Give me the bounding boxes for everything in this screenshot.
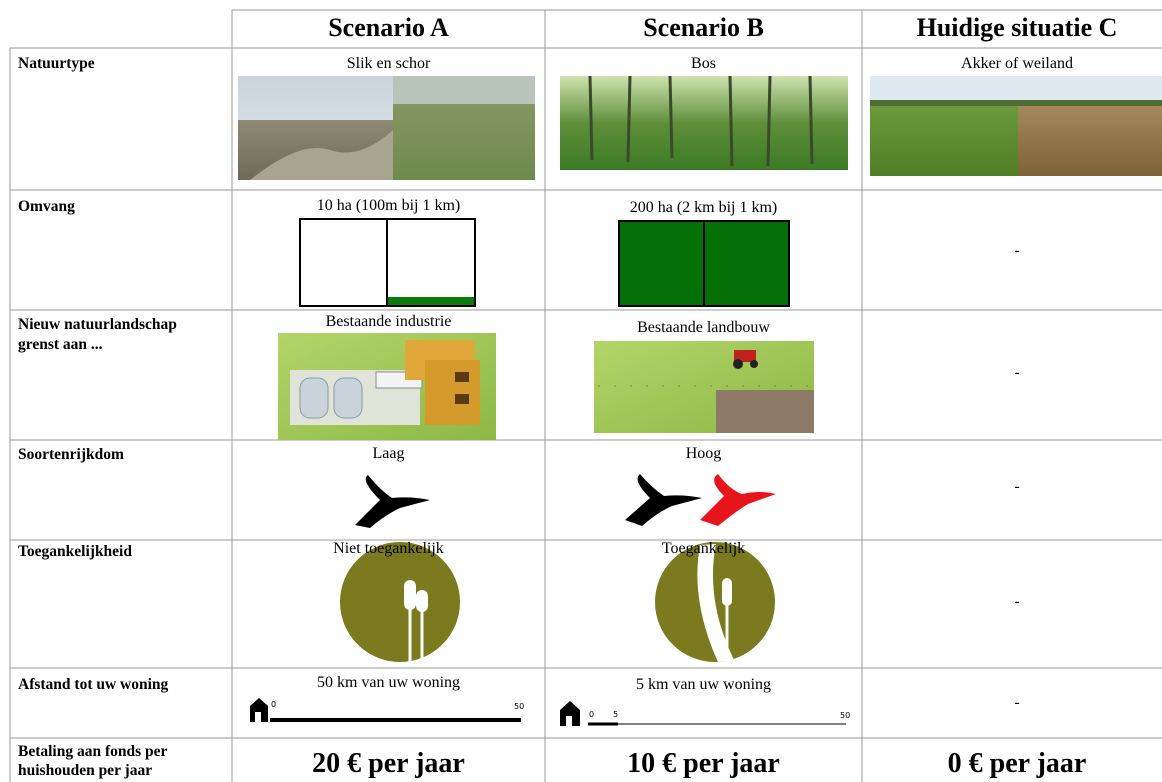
photo-akker-of-weiland-part — [870, 104, 1018, 176]
distance-scale-b-part — [566, 716, 572, 726]
scale-tick-label: 5 — [613, 710, 619, 719]
payment: 20 € per jaar — [312, 748, 465, 779]
column-header: Huidige situatie C — [916, 13, 1118, 42]
illustration-industrie-part — [425, 360, 480, 425]
photo-akker-of-weiland-part — [870, 100, 1162, 106]
cell-caption: Bos — [691, 55, 716, 72]
photo-slik-en-schor-part — [250, 130, 393, 180]
row-label: Afstand tot uw woning — [18, 676, 169, 693]
illustration-industrie-part — [455, 394, 469, 404]
cell-dash: - — [1014, 593, 1020, 610]
photo-akker-of-weiland-part — [1018, 104, 1162, 176]
cell-caption: 10 ha (100m bij 1 km) — [316, 197, 461, 214]
photo-bos-part-part — [766, 75, 772, 167]
cell-caption: 5 km van uw woning — [635, 676, 772, 693]
illustration-industrie — [278, 333, 496, 440]
column-header: Scenario B — [643, 13, 764, 42]
scale-tick-label: 0 — [271, 700, 277, 709]
illustration-landbouw-part — [733, 359, 743, 369]
photo-akker-of-weiland — [870, 76, 1162, 176]
photo-slik-en-schor-part — [393, 76, 535, 104]
column-header: Scenario A — [328, 13, 449, 42]
distance-scale-a-part — [255, 712, 261, 722]
cell-caption: Toegankelijk — [661, 540, 746, 557]
cell-caption: Akker of weiland — [961, 55, 1073, 72]
cell-dash: - — [1014, 694, 1020, 711]
cell-caption: Niet toegankelijk — [333, 540, 444, 557]
illustration-landbouw — [594, 341, 814, 433]
bird-icon-a — [355, 475, 430, 528]
access-icon-b — [655, 542, 775, 662]
cell-caption: Hoog — [685, 445, 722, 462]
illustration-industrie-part — [333, 377, 363, 419]
access-icon-a — [340, 542, 460, 662]
access-icon-b-part — [697, 544, 734, 662]
photo-bos-part-part — [668, 75, 674, 159]
illustration-landbouw-part — [716, 390, 814, 433]
row-label: Nieuw natuurlandschap grenst aan ... — [18, 316, 177, 353]
grid-lines — [9, 9, 1162, 782]
row-label: Natuurtype — [18, 55, 95, 72]
distance-scale-a-part — [250, 698, 268, 722]
bird-icons-b — [625, 474, 776, 526]
photo-slik-en-schor — [238, 76, 535, 180]
cell-dash: - — [1014, 364, 1020, 381]
row-label: Toegankelijkheid — [18, 543, 132, 560]
bird-icons-b-part — [700, 474, 776, 526]
scale-tick-label: 50 — [514, 702, 525, 711]
bird-icon-a-part — [355, 475, 430, 528]
photo-bos-part — [588, 75, 814, 167]
access-icon-b-part — [722, 578, 732, 606]
photo-bos-part — [560, 76, 848, 170]
payment: 0 € per jaar — [947, 748, 1087, 779]
access-icon-a-part — [404, 580, 416, 610]
photo-bos — [560, 75, 848, 170]
illustration-landbouw-part — [734, 350, 756, 362]
photo-bos-part-part — [588, 75, 594, 161]
payment: 10 € per jaar — [627, 748, 780, 779]
row-label: Omvang — [18, 198, 75, 215]
bird-icons-b-part — [625, 474, 702, 526]
scale-tick-label: 0 — [589, 710, 595, 719]
cell-caption: Laag — [372, 445, 405, 462]
cell-caption: 50 km van uw woning — [316, 674, 461, 691]
illustration-industrie-part — [455, 372, 469, 382]
distance-scale-b-part — [560, 701, 580, 726]
cell-dash: - — [1014, 242, 1020, 259]
photo-bos-part-part — [626, 75, 632, 163]
row-label: Betaling aan fonds per huishouden per ja… — [18, 743, 168, 779]
cell-caption: 200 ha (2 km bij 1 km) — [629, 199, 778, 216]
illustration-landbouw-part — [750, 360, 758, 368]
photo-bos-part-part — [808, 75, 814, 165]
cell-caption: Bestaande landbouw — [637, 319, 770, 336]
access-icon-a-part — [416, 590, 428, 612]
cell-dash: - — [1014, 478, 1020, 495]
cell-caption: Slik en schor — [346, 55, 431, 72]
illustration-industrie-part — [299, 377, 329, 419]
distance-scale-a — [250, 698, 521, 722]
cell-caption: Bestaande industrie — [325, 313, 452, 330]
area-diagram-a — [299, 218, 476, 307]
access-icon-a-part — [340, 542, 460, 662]
row-label: Soortenrijkdom — [18, 446, 124, 463]
photo-bos-part-part — [728, 75, 734, 167]
area-diagram-b — [618, 220, 790, 307]
area-diagram-a-part — [388, 297, 474, 305]
distance-scale-b — [560, 701, 846, 726]
scale-tick-label: 50 — [840, 711, 851, 720]
